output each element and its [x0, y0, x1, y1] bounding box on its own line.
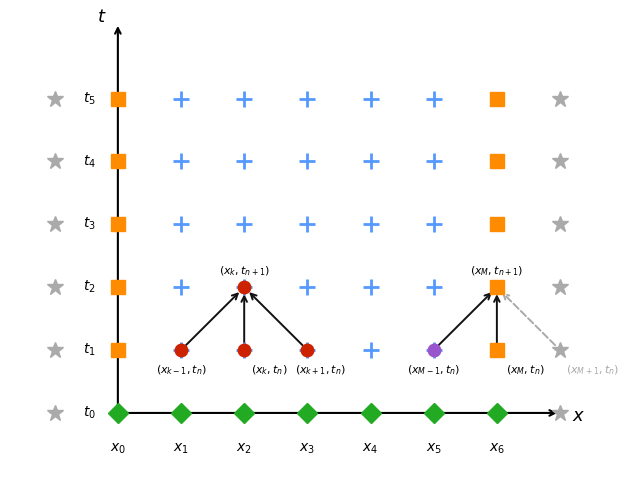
Text: $t_4$: $t_4$: [83, 153, 96, 169]
Text: $t$: $t$: [97, 8, 107, 26]
Text: $(x_{M-1}, t_n)$: $(x_{M-1}, t_n)$: [407, 364, 460, 377]
Text: $(x_{k+1}, t_n)$: $(x_{k+1}, t_n)$: [294, 364, 346, 377]
Text: $x_2$: $x_2$: [236, 441, 252, 456]
Text: $x_3$: $x_3$: [300, 441, 316, 456]
Text: $(x_{k-1}, t_n)$: $(x_{k-1}, t_n)$: [156, 364, 207, 377]
Text: $(x_M, t_{n+1})$: $(x_M, t_{n+1})$: [470, 264, 524, 278]
Text: $x_1$: $x_1$: [173, 441, 189, 456]
Text: $(x_{M+1}, t_n)$: $(x_{M+1}, t_n)$: [566, 364, 620, 377]
Text: $(x_k, t_{n+1})$: $(x_k, t_{n+1})$: [219, 264, 269, 278]
Text: $x_4$: $x_4$: [362, 441, 379, 456]
Text: $x$: $x$: [572, 407, 586, 425]
Text: $x_0$: $x_0$: [110, 441, 126, 456]
Text: $t_1$: $t_1$: [83, 342, 96, 358]
Text: $t_3$: $t_3$: [83, 216, 96, 232]
Text: $t_2$: $t_2$: [83, 279, 96, 295]
Text: $t_0$: $t_0$: [83, 405, 96, 421]
Text: $(x_k, t_n)$: $(x_k, t_n)$: [250, 364, 287, 377]
Text: $x_5$: $x_5$: [426, 441, 442, 456]
Text: $t_5$: $t_5$: [83, 90, 96, 107]
Text: $(x_M, t_n)$: $(x_M, t_n)$: [506, 364, 545, 377]
Text: $x_6$: $x_6$: [489, 441, 505, 456]
